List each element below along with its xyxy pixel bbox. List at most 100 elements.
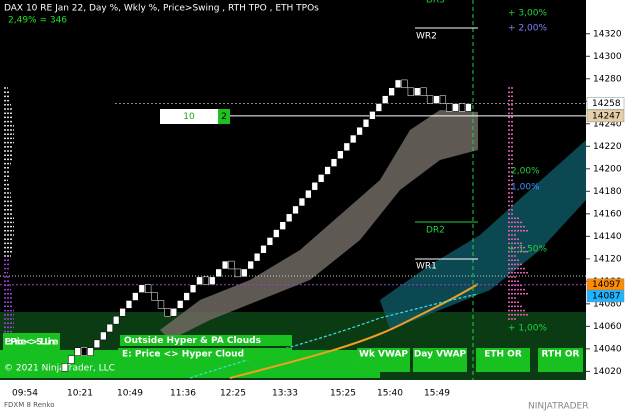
renko-brick (164, 308, 171, 317)
renko-brick (394, 79, 402, 89)
level-label: WR2 (416, 32, 437, 42)
renko-brick (221, 260, 229, 270)
renko-brick (401, 79, 408, 89)
orange-curve (229, 283, 479, 379)
renko-brick (356, 126, 363, 136)
renko-brick (330, 158, 338, 167)
button-label: Day VWAP (414, 350, 467, 360)
renko-brick (433, 95, 440, 104)
button-label: Outside Hyper & PA Clouds (124, 336, 261, 346)
renko-brick (87, 347, 94, 356)
level-label: WR1 (416, 262, 437, 272)
renko-brick (273, 229, 280, 238)
renko-brick (337, 150, 344, 159)
x-tick-label: 15:49 (424, 389, 450, 399)
renko-brick (388, 87, 395, 96)
button[interactable] (357, 348, 410, 372)
renko-brick (382, 95, 389, 104)
button[interactable] (3, 333, 60, 351)
renko-brick (106, 323, 113, 333)
y-tick-label: 14180 (593, 187, 622, 197)
renko-brick (266, 237, 274, 246)
renko-brick (452, 103, 459, 112)
renko-brick (298, 197, 306, 207)
y-tick-label: 14200 (593, 164, 622, 174)
y-tick-label: 14220 (593, 142, 622, 152)
price-marker (586, 109, 625, 123)
price-marker-label: 14258 (592, 99, 621, 109)
renko-brick (80, 347, 88, 356)
button[interactable] (118, 348, 292, 360)
percent-label: + 1,00% (508, 324, 547, 334)
renko-brick (119, 308, 126, 317)
button[interactable] (476, 348, 530, 372)
renko-brick (279, 221, 286, 230)
renko-brick (350, 134, 357, 144)
renko-brick (311, 182, 318, 191)
button-label: E: Price <> SL Line (5, 338, 59, 348)
chart-title: DAX 10 RE Jan 22, Day %, Wkly %, Price>S… (4, 4, 319, 14)
button[interactable] (538, 348, 583, 372)
copyright: © 2021 NinjaTrader, LLC (4, 364, 115, 374)
button-label: Wk VWAP (359, 350, 408, 360)
percent-label: + 3,00% (508, 9, 547, 19)
x-tick-label: 10:21 (67, 389, 93, 399)
renko-brick (138, 284, 145, 293)
percent-label: + 2,00% (508, 24, 547, 34)
pa-cloud (380, 140, 586, 330)
renko-brick (196, 276, 203, 285)
renko-brick (170, 308, 177, 317)
renko-brick (407, 87, 414, 96)
chart-subtitle: 2,49% = 346 (8, 16, 67, 26)
renko-brick (125, 300, 133, 309)
renko-brick (305, 189, 312, 199)
renko-brick (241, 268, 248, 278)
renko-brick (215, 268, 222, 278)
price-marker-label: 14247 (592, 111, 621, 121)
y-tick-label: 14060 (593, 322, 622, 332)
renko-brick (74, 347, 81, 356)
renko-brick (362, 119, 370, 128)
y-tick-label: 14240 (593, 119, 622, 129)
renko-brick (247, 260, 254, 270)
price-marker-label: 14097 (592, 280, 621, 290)
price-marker (586, 97, 625, 110)
price-axis (586, 0, 625, 380)
level-label: DR3 (426, 0, 445, 6)
renko-brick (234, 268, 242, 278)
renko-brick (414, 87, 421, 96)
y-tick-label: 14160 (593, 209, 622, 219)
order-qty-box (160, 109, 218, 124)
renko-brick (177, 300, 184, 309)
renko-brick (228, 260, 235, 270)
renko-brick (157, 300, 165, 309)
order-qty: 10 (183, 112, 195, 122)
renko-brick (458, 103, 466, 112)
renko-brick (209, 276, 216, 285)
y-tick-label: 14120 (593, 254, 622, 264)
button-label: ETH OR (484, 350, 522, 360)
renko-brick (292, 205, 299, 215)
percent-label: 2,00% (511, 167, 540, 177)
renko-brick (68, 355, 75, 364)
button[interactable] (120, 335, 292, 346)
brand: NINJATRADER (528, 402, 589, 412)
x-tick-label: 12:25 (220, 389, 246, 399)
renko-brick (260, 245, 267, 254)
x-tick-label: 15:40 (377, 389, 403, 399)
renko-brick (439, 95, 447, 104)
percent-label: 1,00% (511, 183, 540, 193)
cyan-curve (189, 293, 479, 379)
y-tick-label: 14020 (593, 367, 622, 377)
button-label: RTH OR (542, 350, 580, 360)
y-tick-label: 14080 (593, 299, 622, 309)
price-marker (586, 289, 625, 303)
button-label: E: Price <> Hyper Cloud (122, 350, 244, 360)
x-tick-label: 13:33 (272, 389, 298, 399)
y-tick-label: 14300 (593, 52, 622, 62)
y-tick-label: 14040 (593, 344, 622, 354)
price-marker-label: 14087 (592, 291, 621, 301)
button[interactable] (413, 348, 467, 372)
x-tick-label: 09:54 (12, 389, 38, 399)
renko-brick (426, 95, 434, 104)
